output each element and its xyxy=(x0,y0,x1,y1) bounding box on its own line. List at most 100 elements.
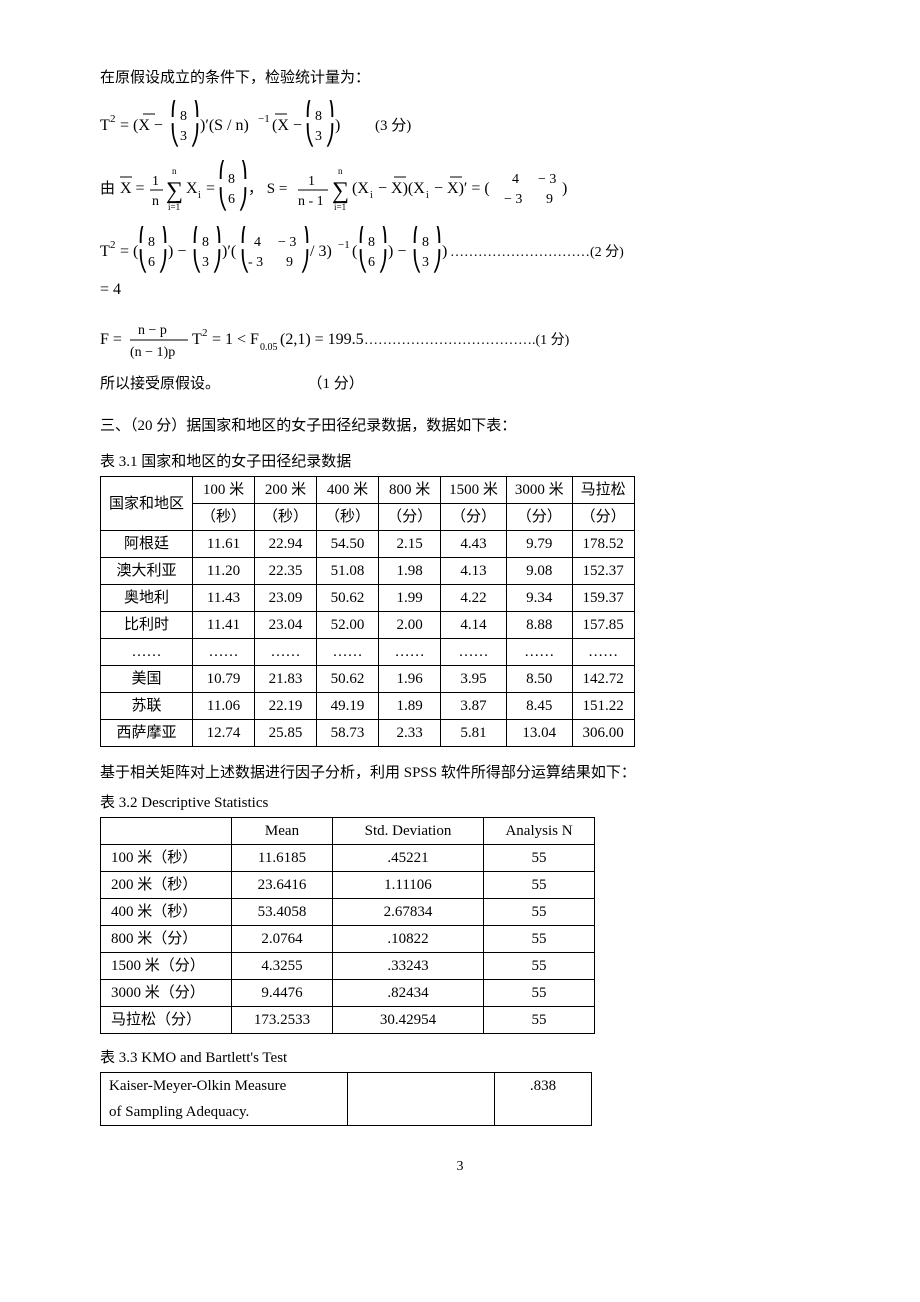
svg-text:4: 4 xyxy=(512,172,519,187)
table-3-3: Kaiser-Meyer-Olkin Measure .838 of Sampl… xyxy=(100,1072,592,1126)
table-cell: 152.37 xyxy=(572,558,634,585)
paragraph-premise: 在原假设成立的条件下，检验统计量为： xyxy=(100,66,820,90)
table-cell: 9.34 xyxy=(506,585,572,612)
svg-text:= 4: = 4 xyxy=(100,281,121,298)
svg-text:⎛: ⎛ xyxy=(170,100,180,118)
table-cell: .45221 xyxy=(333,845,484,872)
table-cell: 22.94 xyxy=(255,531,317,558)
table-cell: 178.52 xyxy=(572,531,634,558)
svg-text:8: 8 xyxy=(422,235,429,250)
svg-text:= (: = ( xyxy=(120,243,138,260)
table-cell: 100 米（秒） xyxy=(101,845,232,872)
svg-text:(X −: (X − xyxy=(272,117,302,134)
table-3-3-caption: 表 3.3 KMO and Bartlett's Test xyxy=(100,1046,820,1070)
svg-text:⎝: ⎝ xyxy=(358,249,368,273)
table-cell: 美国 xyxy=(101,666,193,693)
table-cell: .10822 xyxy=(333,926,484,953)
col-header: 1500 米 xyxy=(441,477,507,504)
svg-text:n: n xyxy=(338,166,343,176)
col-header: 400 米 xyxy=(317,477,379,504)
col-unit: （分） xyxy=(441,504,507,531)
table-cell: …… xyxy=(193,639,255,666)
table-row: Kaiser-Meyer-Olkin Measure .838 xyxy=(101,1073,592,1100)
table-cell: 52.00 xyxy=(317,612,379,639)
col-unit: （秒） xyxy=(255,504,317,531)
svg-text:由: 由 xyxy=(100,180,115,197)
svg-text:8: 8 xyxy=(180,109,187,124)
table-cell: .82434 xyxy=(333,980,484,1007)
svg-text:⎠: ⎠ xyxy=(432,249,442,273)
table-row: 马拉松（分）173.253330.4295455 xyxy=(101,1007,595,1034)
kmo-label-2: of Sampling Adequacy. xyxy=(101,1099,348,1126)
svg-text:− X)(X: − X)(X xyxy=(378,180,425,197)
table-cell: 1.89 xyxy=(379,693,441,720)
svg-text:⎞: ⎞ xyxy=(212,226,222,244)
svg-text:F =: F = xyxy=(100,331,122,348)
svg-text:= 1 < F: = 1 < F xyxy=(212,331,259,348)
table-cell: 2.33 xyxy=(379,720,441,747)
table-cell: 2.67834 xyxy=(333,899,484,926)
svg-text:T: T xyxy=(192,331,202,348)
svg-text:⎠: ⎠ xyxy=(190,123,200,147)
svg-text:⎞: ⎞ xyxy=(190,100,200,118)
col-unit: （秒） xyxy=(193,504,255,531)
table-cell: …… xyxy=(255,639,317,666)
table-row: 西萨摩亚12.7425.8558.732.335.8113.04306.00 xyxy=(101,720,635,747)
table-cell: 1.11106 xyxy=(333,872,484,899)
table-cell: 4.3255 xyxy=(232,953,333,980)
table-cell: 3.87 xyxy=(441,693,507,720)
svg-text:， S =: ， S = xyxy=(248,181,287,197)
col-header: 马拉松 xyxy=(572,477,634,504)
svg-text:n: n xyxy=(152,194,159,209)
table-row: 比利时11.4123.0452.002.004.148.88157.85 xyxy=(101,612,635,639)
table-row: 200 米（秒）23.64161.1110655 xyxy=(101,872,595,899)
svg-text:i: i xyxy=(198,190,201,201)
svg-text:=: = xyxy=(206,180,215,197)
table-cell: …… xyxy=(379,639,441,666)
table-cell: …… xyxy=(572,639,634,666)
table-3-2-caption: 表 3.2 Descriptive Statistics xyxy=(100,791,820,815)
paragraph-factor-analysis: 基于相关矩阵对上述数据进行因子分析，利用 SPSS 软件所得部分运算结果如下： xyxy=(100,761,820,785)
svg-text:⎛: ⎛ xyxy=(305,100,315,118)
table-cell: 55 xyxy=(484,872,595,899)
table-cell: 4.22 xyxy=(441,585,507,612)
table-cell: 西萨摩亚 xyxy=(101,720,193,747)
table-cell: 142.72 xyxy=(572,666,634,693)
table-cell: 54.50 xyxy=(317,531,379,558)
svg-text:i=1: i=1 xyxy=(334,202,346,212)
formula-xbar-s: 由 X = 1 n ∑ i=1 n X i = ⎛⎝ 86 ⎞⎠ ， S = 1… xyxy=(100,160,820,216)
svg-text:(X: (X xyxy=(352,180,369,197)
table-row: Mean Std. Deviation Analysis N xyxy=(101,818,595,845)
table-cell: 23.04 xyxy=(255,612,317,639)
svg-text:1: 1 xyxy=(152,174,159,189)
table-cell: .33243 xyxy=(333,953,484,980)
table-cell: …… xyxy=(441,639,507,666)
table-cell: 11.43 xyxy=(193,585,255,612)
table-cell: 2.0764 xyxy=(232,926,333,953)
svg-text:⎠: ⎠ xyxy=(212,249,222,273)
table-cell: 55 xyxy=(484,899,595,926)
svg-text:⎠: ⎠ xyxy=(325,123,335,147)
table-3-1-caption: 表 3.1 国家和地区的女子田径纪录数据 xyxy=(100,450,820,474)
svg-text:n: n xyxy=(172,166,177,176)
svg-text:T: T xyxy=(100,117,110,134)
table-cell: 马拉松（分） xyxy=(101,1007,232,1034)
table-cell: 25.85 xyxy=(255,720,317,747)
svg-text:8: 8 xyxy=(228,172,235,187)
svg-text:8: 8 xyxy=(368,235,375,250)
table-row: 1500 米（分）4.3255.3324355 xyxy=(101,953,595,980)
table-cell: 58.73 xyxy=(317,720,379,747)
table-row: 苏联11.0622.1949.191.893.878.45151.22 xyxy=(101,693,635,720)
svg-text:− 3: − 3 xyxy=(278,235,296,250)
svg-text:9: 9 xyxy=(546,192,553,207)
kmo-value: .838 xyxy=(495,1073,592,1100)
table-cell: 55 xyxy=(484,953,595,980)
table-cell: 200 米（秒） xyxy=(101,872,232,899)
table-cell: 12.74 xyxy=(193,720,255,747)
table-cell: 1500 米（分） xyxy=(101,953,232,980)
formula-t2-calc: T 2 = ( ⎛⎝ 86 ⎞⎠ ) − ⎛⎝ 83 ⎞⎠ )′( ⎛⎝ 4− … xyxy=(100,226,820,304)
svg-text:3: 3 xyxy=(202,255,209,270)
svg-text:2: 2 xyxy=(110,113,116,125)
svg-text:⎝: ⎝ xyxy=(138,249,148,273)
col-unit: （分） xyxy=(506,504,572,531)
